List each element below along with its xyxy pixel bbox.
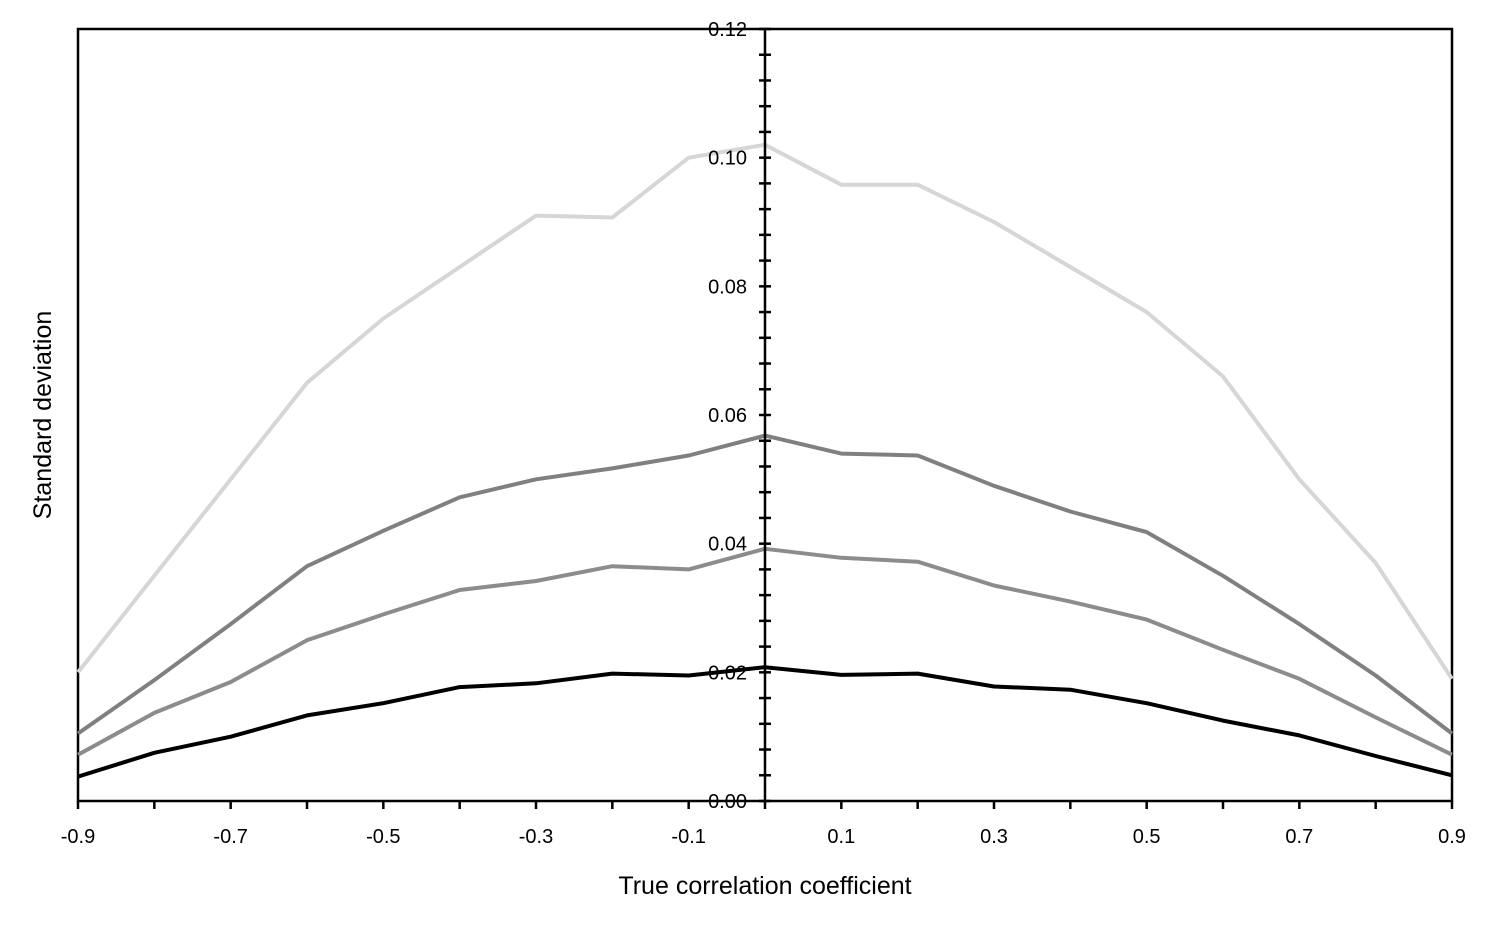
x-tick-label: 0.3 [980,826,1008,848]
x-tick-label: 0.5 [1133,826,1161,848]
x-tick-label: -0.1 [671,826,705,848]
x-tick-label: 0.9 [1438,826,1466,848]
x-axis-ticks [76,801,1454,809]
y-tick-label: 0.10 [708,148,747,170]
y-axis-title: Standard deviation [29,311,57,519]
y-tick-label: 0.00 [708,791,747,813]
x-tick-label: -0.7 [213,826,247,848]
x-tick-label: -0.9 [61,826,95,848]
y-tick-label: 0.12 [708,19,747,41]
y-tick-label: 0.06 [708,405,747,427]
y-tick-label: 0.04 [708,534,747,556]
y-tick-label: 0.08 [708,276,747,298]
x-axis-title: True correlation coefficient [618,872,911,900]
y-axis-tick-labels: 0.00 0.02 0.04 0.06 0.08 0.10 0.12 [708,19,747,813]
x-axis-tick-labels: -0.9 -0.7 -0.5 -0.3 -0.1 0.1 0.3 0.5 0.7 0.9 [61,826,1466,848]
x-tick-label: -0.3 [519,826,553,848]
x-tick-label: 0.7 [1285,826,1313,848]
x-tick-label: -0.5 [366,826,400,848]
y-tick-label: 0.02 [708,662,747,684]
x-tick-label: 0.1 [827,826,855,848]
